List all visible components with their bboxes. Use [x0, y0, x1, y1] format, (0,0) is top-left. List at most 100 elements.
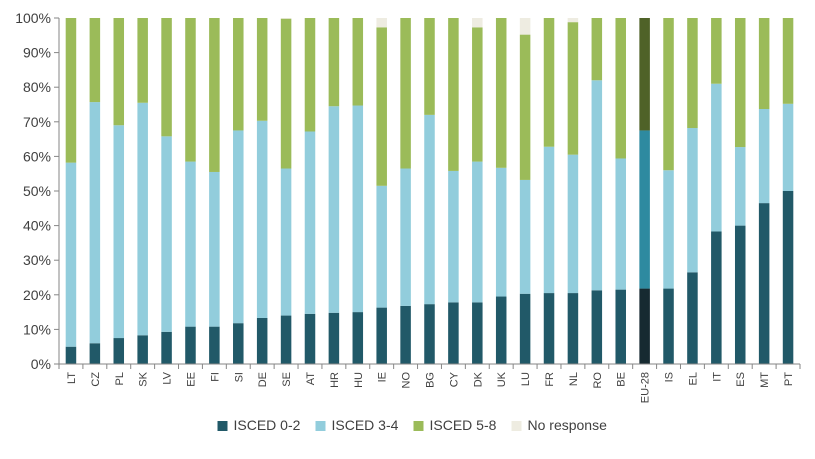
legend-entry-2: ISCED 3-4 [315, 417, 399, 433]
bar-segment-eu-28-series-3 [639, 18, 650, 131]
bar-segment-si-series-3 [233, 18, 244, 131]
bar-segment-ie-series-2 [376, 185, 387, 308]
y-tick-label: 30% [23, 252, 51, 268]
y-tick-label: 40% [23, 218, 51, 234]
x-tick-label-hu: HU [353, 372, 365, 388]
bar-segment-hu-series-1 [352, 312, 364, 364]
bar-segment-dk-series-2 [472, 161, 483, 303]
bar-segment-dk-series-4 [472, 18, 483, 28]
y-tick-label: 60% [23, 148, 51, 164]
bar-segment-mt-series-3 [758, 18, 770, 109]
y-tick-label: 10% [23, 321, 51, 337]
x-tick-label-lv: LV [162, 371, 174, 384]
bar-segment-cy-series-2 [448, 170, 459, 303]
x-tick-label-lu: LU [520, 372, 532, 386]
bar-segment-lu-series-3 [519, 34, 531, 180]
bar-segment-de-series-1 [256, 317, 268, 364]
bar-segment-no-series-2 [400, 168, 411, 306]
bar-segment-ie-series-1 [376, 307, 387, 364]
bar-segment-ee-series-2 [185, 161, 196, 327]
legend-label: ISCED 3-4 [332, 417, 399, 433]
bar-segment-es-series-2 [734, 147, 746, 226]
legend-swatch [511, 421, 522, 431]
legend-swatch [315, 421, 326, 431]
x-tick-label-si: SI [233, 372, 245, 382]
bar-segment-fr-series-1 [543, 293, 555, 364]
bar-segment-hr-series-1 [328, 312, 340, 364]
y-tick-label: 70% [23, 114, 51, 130]
bar-segment-lu-series-2 [519, 179, 531, 294]
bar-segment-pt-series-2 [782, 103, 794, 191]
bar-segment-ro-series-1 [591, 290, 603, 364]
x-tick-label-ie: IE [377, 372, 389, 382]
bar-segment-pl-series-1 [113, 338, 125, 364]
bar-segment-at-series-1 [304, 313, 316, 364]
bar-segment-nl-series-3 [567, 22, 579, 155]
bar-segment-fr-series-3 [543, 18, 555, 147]
x-tick-label-dk: DK [472, 371, 484, 387]
legend-label: ISCED 5-8 [430, 417, 497, 433]
bar-segment-it-series-1 [711, 231, 722, 364]
x-tick-label-is: IS [664, 372, 676, 382]
bar-segment-ie-series-3 [376, 27, 387, 186]
bar-segment-lv-series-2 [161, 136, 172, 332]
x-tick-label-fi: FI [209, 372, 221, 382]
x-tick-label-se: SE [281, 372, 293, 387]
bar-segment-si-series-2 [233, 130, 244, 324]
x-tick-label-cy: CY [448, 371, 460, 387]
legend-entry-1: ISCED 0-2 [217, 417, 301, 433]
bar-segment-lu-series-4 [519, 18, 531, 35]
y-tick-label: 50% [23, 183, 51, 199]
bar-segment-pt-series-1 [782, 191, 794, 364]
bar-segment-dk-series-1 [472, 302, 483, 364]
bar-segment-de-series-2 [256, 120, 268, 318]
bar-segment-si-series-1 [233, 323, 244, 364]
y-tick-label: 0% [31, 356, 51, 372]
legend-label: ISCED 0-2 [234, 417, 301, 433]
x-tick-label-es: ES [735, 372, 747, 387]
x-tick-label-be: BE [616, 372, 628, 387]
y-tick-label: 80% [23, 79, 51, 95]
bar-segment-bg-series-2 [424, 114, 435, 305]
bar-segment-be-series-1 [615, 289, 626, 364]
bar-segment-it-series-3 [711, 18, 722, 84]
bar-segment-no-series-3 [400, 18, 411, 169]
bar-segment-ro-series-3 [591, 18, 603, 81]
x-tick-label-ee: EE [185, 372, 197, 387]
bar-segment-no-series-1 [400, 305, 411, 364]
bar-segment-pl-series-2 [113, 125, 125, 339]
bar-segment-bg-series-1 [424, 304, 435, 364]
bars-layer [65, 18, 794, 364]
x-tick-label-fr: FR [544, 372, 556, 387]
bar-segment-hu-series-2 [352, 105, 364, 313]
x-tick-label-pt: PT [783, 372, 795, 386]
bar-segment-lt-series-3 [65, 18, 77, 163]
bar-segment-el-series-1 [687, 272, 698, 364]
x-tick-label-sk: SK [138, 371, 150, 386]
bar-segment-lu-series-1 [519, 293, 531, 364]
bar-segment-sk-series-1 [137, 335, 148, 364]
bar-segment-sk-series-2 [137, 102, 148, 336]
bar-segment-fi-series-2 [209, 171, 220, 327]
bar-segment-mt-series-2 [758, 109, 770, 204]
x-tick-label-bg: BG [425, 372, 437, 388]
bar-segment-uk-series-1 [495, 296, 507, 364]
bar-segment-cz-series-3 [89, 18, 101, 103]
bar-segment-mt-series-1 [758, 203, 770, 364]
bar-segment-eu-28-series-1 [639, 288, 650, 364]
bar-segment-is-series-3 [663, 18, 674, 171]
bar-segment-dk-series-3 [472, 27, 483, 162]
bar-segment-at-series-3 [304, 18, 316, 132]
x-tick-label-de: DE [257, 372, 269, 387]
bar-segment-sk-series-3 [137, 18, 148, 103]
bar-segment-be-series-3 [615, 18, 626, 159]
x-tick-label-pl: PL [114, 372, 126, 385]
x-tick-label-eu-28: EU-28 [640, 372, 652, 403]
y-tick-label: 100% [15, 10, 51, 26]
x-tick-label-hr: HR [329, 372, 341, 388]
x-tick-label-no: NO [401, 372, 413, 389]
bar-segment-cy-series-1 [448, 302, 459, 364]
bar-segment-uk-series-2 [495, 167, 507, 297]
